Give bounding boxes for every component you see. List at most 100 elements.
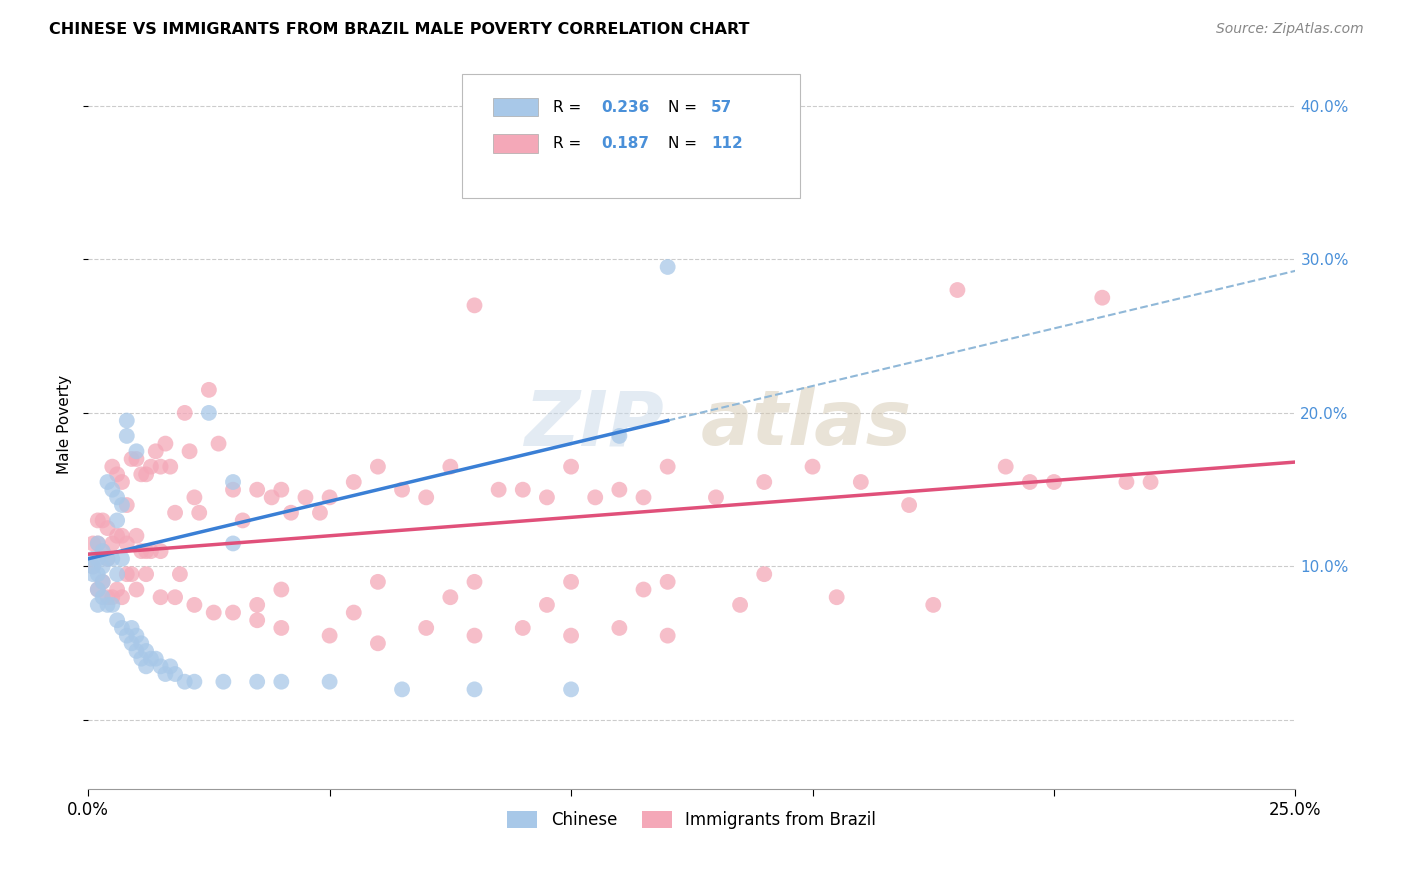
Point	[87, 598, 110, 612]
Point	[87, 536, 110, 550]
Point	[111, 475, 134, 489]
Point	[391, 483, 413, 497]
Point	[139, 651, 162, 665]
Point	[657, 260, 679, 274]
Point	[609, 621, 631, 635]
Point	[101, 551, 124, 566]
Point	[633, 491, 655, 505]
Point	[512, 483, 534, 497]
Point	[111, 529, 134, 543]
Point	[105, 613, 128, 627]
Point	[946, 283, 969, 297]
Point	[96, 551, 118, 566]
Point	[115, 429, 138, 443]
Point	[125, 582, 148, 597]
Point	[367, 459, 389, 474]
Point	[82, 551, 104, 566]
Point	[165, 667, 187, 681]
Point	[96, 551, 118, 566]
Point	[125, 629, 148, 643]
Point	[121, 636, 143, 650]
Point	[115, 498, 138, 512]
Point	[183, 598, 205, 612]
Point	[96, 475, 118, 489]
Text: 0.187: 0.187	[602, 136, 650, 151]
Legend: Chinese, Immigrants from Brazil: Chinese, Immigrants from Brazil	[501, 804, 883, 836]
Point	[129, 467, 152, 482]
Point	[165, 591, 187, 605]
Point	[657, 629, 679, 643]
Point	[222, 536, 245, 550]
Point	[173, 406, 195, 420]
FancyBboxPatch shape	[492, 135, 538, 153]
Point	[149, 459, 172, 474]
Point	[121, 452, 143, 467]
Point	[657, 574, 679, 589]
Point	[121, 621, 143, 635]
Text: N =: N =	[668, 136, 702, 151]
Point	[704, 491, 727, 505]
Point	[159, 659, 181, 673]
Point	[1115, 475, 1137, 489]
Point	[849, 475, 872, 489]
Point	[343, 475, 366, 489]
Point	[1043, 475, 1066, 489]
Point	[96, 521, 118, 535]
Point	[135, 544, 157, 558]
Point	[115, 629, 138, 643]
Point	[439, 459, 461, 474]
Point	[139, 544, 162, 558]
Point	[115, 413, 138, 427]
Point	[101, 591, 124, 605]
Point	[82, 567, 104, 582]
Point	[560, 629, 582, 643]
Point	[415, 621, 437, 635]
Point	[825, 591, 848, 605]
Text: 57: 57	[711, 100, 733, 114]
Point	[139, 459, 162, 474]
Point	[115, 567, 138, 582]
Point	[318, 629, 340, 643]
Point	[111, 498, 134, 512]
Point	[135, 567, 157, 582]
Point	[439, 591, 461, 605]
Point	[1091, 291, 1114, 305]
Point	[270, 674, 292, 689]
Point	[159, 459, 181, 474]
Y-axis label: Male Poverty: Male Poverty	[58, 375, 72, 474]
Point	[609, 483, 631, 497]
Point	[91, 559, 114, 574]
Point	[149, 544, 172, 558]
Text: R =: R =	[553, 100, 586, 114]
Point	[91, 591, 114, 605]
Point	[87, 582, 110, 597]
Point	[105, 529, 128, 543]
Point	[105, 567, 128, 582]
Point	[994, 459, 1017, 474]
Point	[82, 559, 104, 574]
Point	[212, 674, 235, 689]
Point	[188, 506, 211, 520]
Text: R =: R =	[553, 136, 586, 151]
Point	[82, 559, 104, 574]
Point	[105, 582, 128, 597]
Point	[87, 536, 110, 550]
Point	[415, 491, 437, 505]
Point	[898, 498, 921, 512]
Point	[536, 491, 558, 505]
Point	[87, 551, 110, 566]
Point	[91, 574, 114, 589]
Point	[82, 536, 104, 550]
Point	[135, 659, 157, 673]
Point	[754, 475, 776, 489]
Point	[169, 567, 191, 582]
Point	[101, 483, 124, 497]
Point	[198, 383, 221, 397]
Point	[135, 467, 157, 482]
Point	[488, 483, 510, 497]
Text: Source: ZipAtlas.com: Source: ZipAtlas.com	[1216, 22, 1364, 37]
Point	[202, 606, 225, 620]
Point	[155, 436, 177, 450]
Point	[463, 629, 485, 643]
Point	[260, 491, 283, 505]
